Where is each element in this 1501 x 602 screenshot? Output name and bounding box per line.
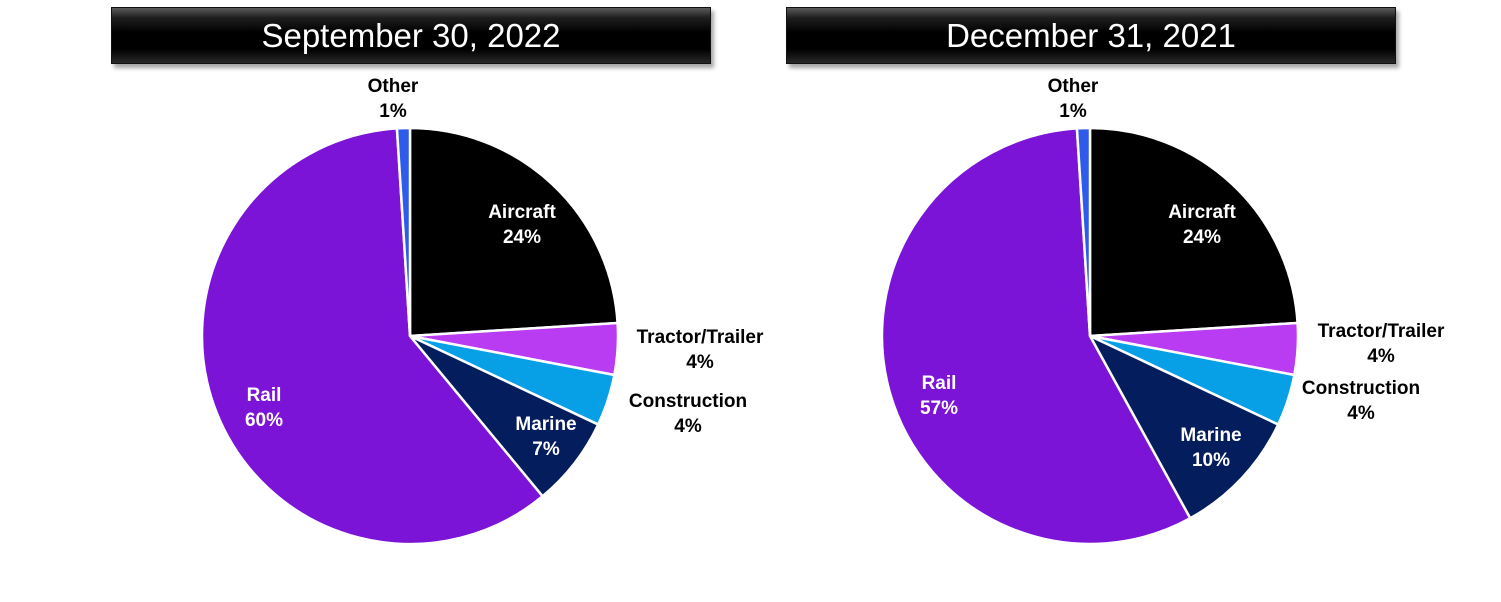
pie-slice-other xyxy=(395,126,412,338)
slice-category-label: Tractor/Trailer xyxy=(637,327,764,348)
slice-category-label: Aircraft xyxy=(1168,202,1236,223)
slice-value-label: 4% xyxy=(1347,403,1375,424)
slice-label-aircraft: Aircraft 24% xyxy=(488,202,556,248)
slice-label-construction: Construction 4% xyxy=(629,391,747,437)
slice-label-rail: Rail 60% xyxy=(245,385,283,431)
slice-value-label: 10% xyxy=(1192,450,1230,471)
slice-label-aircraft: Aircraft 24% xyxy=(1168,202,1236,248)
slice-category-label: Tractor/Trailer xyxy=(1318,321,1445,342)
slice-label-marine: Marine 10% xyxy=(1180,425,1241,471)
slice-category-label: Aircraft xyxy=(488,202,556,223)
slice-label-marine: Marine 7% xyxy=(515,414,576,460)
pie-slice-rail xyxy=(200,127,544,546)
slice-value-label: 57% xyxy=(920,398,958,419)
slice-category-label: Other xyxy=(1048,76,1099,97)
slice-label-construction: Construction 4% xyxy=(1302,378,1420,424)
slice-label-tractor-trailer: Tractor/Trailer 4% xyxy=(1318,321,1445,367)
slice-label-rail: Rail 57% xyxy=(920,373,958,419)
chart-panel-dec-2021: December 31, 2021 Aircraft 24% Tractor/Tra… xyxy=(680,0,1445,602)
slice-value-label: 7% xyxy=(532,439,560,460)
slice-category-label: Marine xyxy=(1180,425,1241,446)
pie-chart-sep-2022: Aircraft 24%Tractor/Trailer 4%Construction… xyxy=(200,76,764,546)
pie-chart-dec-2021: Aircraft 24%Tractor/Trailer 4%Construction… xyxy=(880,76,1445,546)
chart-title: September 30, 2022 xyxy=(111,7,711,64)
slice-category-label: Other xyxy=(368,76,419,97)
slice-label-other: Other 1% xyxy=(1048,76,1099,122)
pie-slice-other xyxy=(1075,126,1092,338)
slice-category-label: Rail xyxy=(247,385,282,406)
pie-slice-marine xyxy=(1088,334,1280,520)
slice-category-label: Marine xyxy=(515,414,576,435)
pie-slice-rail xyxy=(880,127,1192,546)
slice-value-label: 4% xyxy=(674,416,702,437)
slice-value-label: 60% xyxy=(245,410,283,431)
slice-label-tractor-trailer: Tractor/Trailer 4% xyxy=(637,327,764,373)
slice-value-label: 1% xyxy=(1059,101,1087,122)
pie-slice-aircraft xyxy=(408,126,619,338)
slice-value-label: 1% xyxy=(379,101,407,122)
slice-category-label: Construction xyxy=(1302,378,1420,399)
slice-value-label: 4% xyxy=(1367,346,1395,367)
slice-value-label: 24% xyxy=(1183,227,1221,248)
slice-label-other: Other 1% xyxy=(368,76,419,122)
chart-panel-sep-2022: September 30, 2022 Aircraft 24% Tractor/Tr… xyxy=(0,0,764,602)
slice-value-label: 4% xyxy=(686,352,714,373)
slice-value-label: 24% xyxy=(503,227,541,248)
slice-category-label: Rail xyxy=(922,373,957,394)
chart-title: December 31, 2021 xyxy=(786,7,1396,64)
pie-slice-aircraft xyxy=(1088,126,1299,338)
slice-category-label: Construction xyxy=(629,391,747,412)
